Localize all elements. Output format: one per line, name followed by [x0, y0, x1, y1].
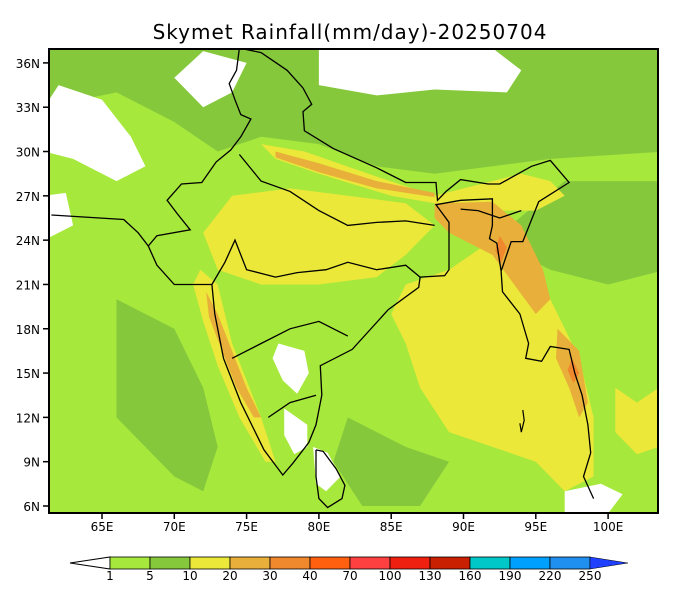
andaman-islands — [519, 409, 525, 433]
colorbar-segment — [469, 556, 511, 570]
lat-tick-label: 9N — [23, 456, 40, 470]
map-title: Skymet Rainfall(mm/day)-20250704 — [152, 20, 548, 44]
country-borders — [51, 49, 595, 509]
state-border-northeast — [460, 208, 522, 219]
latitude-axis: 36N 33N 30N 27N 24N 21N 18N 15N 12N 9N 6N — [16, 57, 49, 514]
no-rain-north-pak — [174, 51, 247, 108]
rain-10-20-central — [203, 188, 435, 285]
lat-tick-label: 33N — [16, 101, 40, 115]
colorbar-segment — [269, 556, 311, 570]
lon-tick-label: 95E — [524, 520, 547, 534]
pakistan-coast — [51, 214, 149, 247]
lon-tick-label: 75E — [235, 520, 258, 534]
colorbar-segment — [389, 556, 431, 570]
state-border-north — [238, 154, 435, 227]
lat-tick-label: 6N — [23, 500, 40, 514]
colorbar-label: 250 — [579, 569, 602, 583]
rain-5-10-south-bay — [333, 417, 449, 506]
colorbar-label: 190 — [499, 569, 522, 583]
colorbar-segment — [429, 556, 471, 570]
state-border-central — [211, 238, 421, 285]
rain-20-30-foothills — [275, 151, 435, 198]
colorbar-segment — [549, 556, 591, 570]
colorbar-label: 20 — [222, 569, 237, 583]
colorbar-segment — [189, 556, 231, 570]
no-rain-tamil-nadu — [284, 408, 308, 455]
lat-tick-label: 24N — [16, 234, 40, 248]
longitude-axis: 65E 70E 75E 80E 85E 90E 95E 100E — [91, 513, 624, 534]
lon-tick-label: 80E — [307, 520, 330, 534]
colorbar: 1 5 10 20 30 40 70 100 130 160 190 220 250 — [69, 556, 629, 583]
colorbar-label: 130 — [419, 569, 442, 583]
lat-tick-label: 21N — [16, 278, 40, 292]
colorbar-label: 160 — [459, 569, 482, 583]
state-border-south — [267, 394, 317, 418]
no-rain-afghanistan — [49, 85, 146, 182]
rain-5-10-arabian-sea — [116, 299, 218, 492]
colorbar-label: 30 — [262, 569, 277, 583]
colorbar-label: 10 — [182, 569, 197, 583]
map-frame — [48, 48, 659, 514]
colorbar-label: 70 — [342, 569, 357, 583]
colorbar-under-arrow — [69, 556, 111, 570]
no-rain-south-interior — [272, 343, 309, 394]
colorbar-segment — [309, 556, 351, 570]
myanmar-coast — [500, 271, 595, 499]
no-rain-sri-lanka-north — [313, 446, 341, 492]
rain-20-30-northeast — [434, 201, 551, 314]
colorbar-label: 5 — [146, 569, 154, 583]
lon-tick-label: 90E — [452, 520, 475, 534]
lon-tick-label: 70E — [163, 520, 186, 534]
lon-tick-label: 100E — [593, 520, 624, 534]
lat-tick-label: 36N — [16, 57, 40, 71]
colorbar-segment — [149, 556, 191, 570]
lat-tick-label: 30N — [16, 146, 40, 160]
lon-tick-label: 65E — [91, 520, 114, 534]
sri-lanka-coast — [315, 449, 346, 509]
colorbar-segment — [509, 556, 551, 570]
state-border-deccan — [231, 320, 349, 359]
colorbar-label: 100 — [379, 569, 402, 583]
colorbar-label: 220 — [539, 569, 562, 583]
colorbar-label: 40 — [302, 569, 317, 583]
no-rain-tibet — [318, 49, 522, 96]
colorbar-over-arrow — [589, 556, 629, 570]
rainfall-field — [49, 49, 658, 513]
colorbar-segment — [229, 556, 271, 570]
lon-tick-label: 85E — [380, 520, 403, 534]
rain-10-20-east-edge — [615, 387, 658, 455]
rain-10-20-gangetic — [261, 144, 565, 211]
colorbar-label: 1 — [106, 569, 114, 583]
india-border — [147, 49, 571, 477]
colorbar-segment — [349, 556, 391, 570]
lat-tick-label: 27N — [16, 190, 40, 204]
lat-tick-label: 12N — [16, 411, 40, 425]
colorbar-segment — [109, 556, 151, 570]
rain-20-30-konkan — [206, 291, 262, 418]
lat-tick-label: 18N — [16, 323, 40, 337]
lat-tick-label: 15N — [16, 367, 40, 381]
